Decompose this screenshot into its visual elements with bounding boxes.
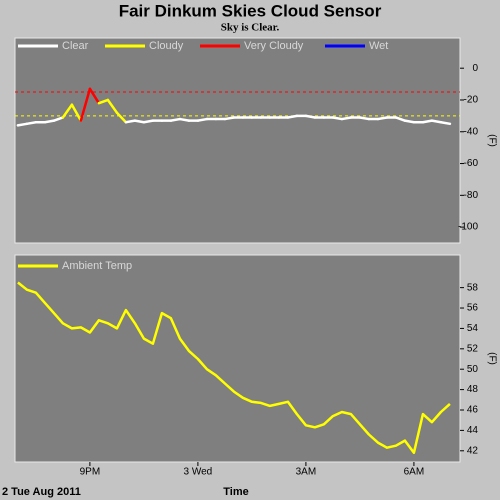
sky-line-segment — [331, 116, 344, 121]
y-tick-label: 0 — [472, 63, 478, 74]
y-tick-label: -100 — [458, 222, 478, 233]
sky-line-segment — [421, 119, 434, 124]
sky-line-segment — [106, 98, 119, 114]
y-tick-label: 54 — [467, 323, 479, 334]
y-tick-label: 42 — [467, 445, 479, 456]
y-tick-label: 44 — [467, 425, 479, 436]
legend-label: Ambient Temp — [62, 260, 132, 272]
y-tick-label: -20 — [464, 95, 479, 106]
sky-line-segment — [223, 116, 236, 121]
sky-line-segment — [169, 117, 182, 122]
chart-subtitle: Sky is Clear. — [221, 22, 280, 34]
sky-line-segment — [43, 119, 56, 124]
sky-line-segment — [115, 111, 128, 124]
sky-line-segment — [196, 117, 209, 122]
sky-line-segment — [70, 103, 83, 122]
sky-line-segment — [61, 103, 74, 119]
legend-label: Cloudy — [149, 40, 184, 52]
plot-area — [14, 254, 461, 463]
sky-line-segment — [16, 122, 29, 127]
sky-line-segment — [430, 119, 443, 124]
sky-line-segment — [133, 119, 146, 124]
sky-line-segment — [358, 116, 371, 121]
sky-line-segment — [439, 120, 452, 126]
sky-line-segment — [394, 116, 407, 122]
x-tick-label: 6AM — [404, 467, 425, 478]
x-tick-label: 3AM — [296, 467, 317, 478]
y-tick-label: 52 — [467, 343, 479, 354]
y-tick-label: 58 — [467, 282, 479, 293]
legend-label: Very Cloudy — [244, 40, 304, 52]
sky-line-segment — [340, 116, 353, 121]
y-axis-label: (F) — [486, 134, 497, 147]
sky-line-segment — [286, 114, 299, 119]
y-tick-label: 50 — [467, 364, 479, 375]
sky-line-segment — [88, 87, 101, 105]
sky-line-segment — [124, 119, 137, 124]
y-axis-label: (F) — [486, 352, 497, 365]
y-tick-label: -40 — [464, 126, 479, 137]
y-tick-label: 46 — [467, 405, 479, 416]
x-tick-label: 9PM — [80, 467, 101, 478]
sky-line-segment — [97, 98, 110, 105]
sky-line-segment — [376, 116, 389, 121]
legend-label: Wet — [369, 40, 388, 52]
x-tick-label: 3 Wed — [184, 467, 213, 478]
sky-line-segment — [79, 87, 92, 122]
y-tick-label: -60 — [464, 158, 479, 169]
y-tick-label: -80 — [464, 190, 479, 201]
sky-line-segment — [304, 114, 317, 119]
sky-line-segment — [403, 119, 416, 124]
sky-line-segment — [25, 120, 38, 126]
chart-title: Fair Dinkum Skies Cloud Sensor — [119, 1, 382, 20]
legend-label: Clear — [62, 40, 89, 52]
sky-line-segment — [142, 119, 155, 124]
sky-line-segment — [52, 116, 65, 122]
y-tick-label: 48 — [467, 384, 479, 395]
y-tick-label: 56 — [467, 303, 479, 314]
series-line — [17, 281, 451, 455]
x-axis-label: Time — [223, 486, 248, 498]
date-label: 2 Tue Aug 2011 — [2, 486, 81, 498]
plot-area — [14, 37, 461, 244]
sky-line-segment — [178, 117, 191, 122]
